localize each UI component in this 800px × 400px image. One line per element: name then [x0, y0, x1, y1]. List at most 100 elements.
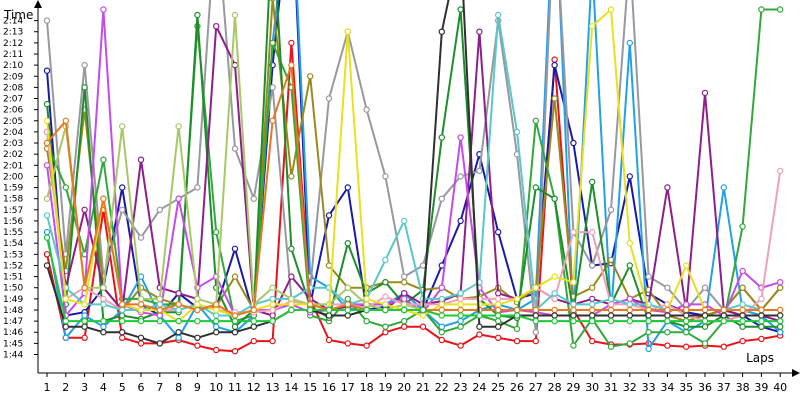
data-point	[495, 312, 502, 319]
x-tick-label: 2	[62, 381, 69, 394]
data-point	[551, 95, 558, 102]
data-point	[118, 312, 126, 319]
data-point	[589, 178, 596, 186]
data-point	[43, 67, 51, 74]
data-point	[739, 267, 746, 275]
data-point	[156, 295, 163, 303]
data-point	[739, 284, 746, 291]
data-point	[645, 317, 652, 325]
data-point	[701, 312, 709, 319]
data-point	[212, 301, 220, 308]
data-point	[551, 290, 558, 297]
series-group	[43, 6, 784, 350]
x-tick-label: 36	[698, 381, 712, 394]
data-point	[495, 323, 502, 330]
series-group	[43, 0, 784, 325]
data-point	[81, 61, 88, 69]
data-point	[363, 306, 370, 314]
x-tick-label: 3	[81, 381, 88, 394]
data-point	[62, 117, 70, 125]
data-point	[532, 284, 540, 291]
y-tick-label: 1:58	[3, 195, 23, 205]
data-point	[100, 295, 107, 303]
data-point	[325, 306, 333, 314]
data-point	[363, 301, 370, 308]
series-line	[46, 0, 781, 328]
data-point	[137, 306, 145, 314]
data-point	[457, 134, 464, 141]
data-point	[212, 346, 220, 354]
data-point	[701, 340, 709, 347]
x-tick-label: 38	[736, 381, 750, 394]
x-tick-label: 35	[679, 381, 693, 394]
data-point	[382, 173, 389, 180]
data-point	[645, 306, 652, 314]
data-point	[758, 6, 765, 13]
data-point	[118, 123, 126, 130]
data-point	[212, 317, 220, 325]
data-point	[758, 335, 765, 343]
y-tick-label: 1:57	[3, 206, 23, 216]
data-point	[495, 306, 502, 314]
data-point	[476, 312, 483, 319]
data-point	[194, 11, 201, 19]
y-tick-label: 2:14	[3, 17, 23, 27]
series-layer	[43, 0, 784, 355]
series-line	[46, 0, 781, 334]
data-point	[777, 6, 784, 13]
data-point	[457, 295, 464, 303]
data-point	[344, 239, 351, 247]
series-line	[46, 237, 781, 323]
data-point	[607, 206, 615, 213]
data-point	[137, 334, 145, 341]
data-point	[100, 195, 107, 202]
data-point	[551, 295, 558, 303]
data-point	[43, 228, 51, 236]
data-point	[231, 348, 239, 355]
data-point	[457, 6, 464, 13]
data-point	[739, 301, 746, 308]
data-point	[457, 217, 464, 225]
y-tick-label: 1:52	[3, 261, 23, 271]
data-point	[194, 301, 201, 308]
data-point	[175, 301, 182, 308]
data-point	[231, 11, 239, 19]
data-point	[570, 301, 577, 308]
data-point	[607, 343, 615, 350]
data-point	[363, 106, 370, 113]
series-line	[46, 0, 781, 323]
y-tick-label: 2:07	[3, 95, 23, 105]
data-point	[777, 279, 784, 286]
data-point	[175, 317, 182, 325]
series-group	[43, 0, 784, 336]
data-point	[551, 56, 558, 63]
data-point	[701, 284, 709, 291]
x-tick-label: 34	[660, 381, 674, 394]
data-point	[476, 323, 483, 330]
data-point	[382, 279, 389, 286]
data-point	[363, 317, 370, 325]
data-point	[495, 290, 502, 297]
data-point	[664, 284, 671, 291]
data-point	[626, 295, 634, 303]
data-point	[344, 340, 351, 347]
data-point	[118, 206, 126, 213]
data-point	[457, 173, 464, 180]
x-tick-label: 15	[303, 381, 317, 394]
data-point	[212, 23, 220, 30]
data-point	[156, 301, 163, 308]
x-tick-label: 10	[209, 381, 223, 394]
x-tick-label: 9	[194, 381, 201, 394]
data-point	[401, 317, 408, 325]
data-point	[269, 117, 276, 125]
y-tick-label: 1:50	[3, 284, 23, 294]
x-tick-label: 7	[156, 381, 163, 394]
data-point	[100, 284, 107, 291]
data-point	[269, 84, 276, 91]
y-tick-label: 2:11	[3, 50, 23, 60]
series-line	[46, 8, 781, 348]
y-tick-label: 2:10	[3, 61, 23, 71]
data-point	[137, 295, 145, 303]
data-point	[626, 312, 634, 319]
